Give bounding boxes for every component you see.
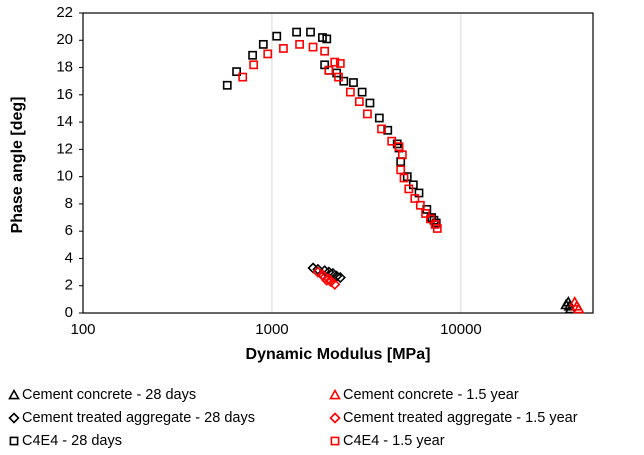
point bbox=[232, 67, 242, 77]
x-tick-label: 100 bbox=[70, 321, 95, 338]
y-tick-label: 22 bbox=[56, 4, 73, 21]
y-tick-label: 20 bbox=[56, 31, 73, 48]
point bbox=[572, 302, 585, 314]
y-tick-label: 2 bbox=[65, 277, 73, 294]
point bbox=[432, 224, 442, 233]
point bbox=[329, 278, 341, 290]
point bbox=[404, 184, 414, 194]
point bbox=[238, 72, 248, 82]
point bbox=[421, 209, 430, 218]
legend-label: C4E4 - 1.5 year bbox=[343, 433, 445, 449]
point bbox=[377, 124, 386, 134]
point bbox=[387, 136, 397, 146]
point bbox=[320, 46, 330, 56]
point bbox=[415, 200, 425, 210]
point bbox=[306, 27, 315, 37]
point bbox=[394, 142, 404, 152]
point bbox=[248, 50, 258, 60]
point bbox=[295, 39, 304, 49]
legend-label: Cement concrete - 1.5 year bbox=[343, 387, 519, 403]
legend-label: Cement treated aggregate - 1.5 year bbox=[343, 410, 578, 426]
point bbox=[279, 44, 288, 53]
legend-symbol bbox=[9, 436, 19, 446]
point bbox=[397, 150, 407, 160]
y-axis-title: Phase angle [deg] bbox=[9, 97, 26, 234]
point bbox=[374, 113, 384, 123]
legend-label: Cement concrete - 28 days bbox=[22, 387, 196, 403]
point bbox=[383, 125, 393, 135]
point bbox=[324, 65, 334, 75]
point bbox=[396, 165, 406, 175]
point bbox=[410, 194, 420, 203]
y-tick-label: 18 bbox=[56, 59, 73, 76]
y-tick-label: 12 bbox=[56, 140, 73, 157]
point bbox=[322, 34, 332, 44]
legend-symbol bbox=[330, 436, 340, 446]
point bbox=[334, 271, 346, 284]
point bbox=[249, 60, 259, 70]
x-tick-label: 10000 bbox=[440, 321, 482, 338]
point bbox=[349, 78, 358, 87]
point bbox=[308, 42, 318, 52]
point bbox=[363, 109, 372, 119]
point bbox=[292, 27, 301, 37]
point bbox=[365, 98, 375, 108]
plot-frame bbox=[82, 12, 594, 314]
point bbox=[426, 214, 435, 224]
y-tick-label: 10 bbox=[56, 168, 73, 185]
y-tick-label: 0 bbox=[65, 304, 73, 321]
point bbox=[354, 97, 364, 107]
point bbox=[222, 80, 232, 90]
point bbox=[321, 274, 333, 286]
legend-symbol bbox=[8, 412, 20, 424]
y-tick-label: 4 bbox=[65, 249, 73, 266]
point bbox=[345, 87, 355, 97]
point bbox=[330, 57, 340, 67]
legend-label: C4E4 - 28 days bbox=[22, 433, 122, 449]
y-tick-label: 8 bbox=[65, 195, 73, 212]
point bbox=[272, 31, 282, 41]
y-tick-label: 14 bbox=[56, 113, 73, 130]
point bbox=[334, 72, 343, 82]
point bbox=[335, 59, 345, 68]
x-tick-label: 1000 bbox=[255, 321, 288, 338]
legend-symbol bbox=[329, 388, 341, 400]
x-axis-title: Dynamic Modulus [MPa] bbox=[246, 346, 431, 363]
legend-symbol bbox=[8, 388, 20, 400]
legend-symbol bbox=[329, 412, 341, 424]
y-tick-label: 6 bbox=[65, 222, 73, 239]
point bbox=[399, 173, 409, 183]
point bbox=[258, 39, 268, 49]
point bbox=[562, 295, 575, 307]
point bbox=[357, 87, 367, 97]
point bbox=[312, 266, 324, 278]
point bbox=[263, 49, 273, 59]
legend-label: Cement treated aggregate - 28 days bbox=[22, 410, 255, 426]
y-tick-label: 16 bbox=[56, 86, 73, 103]
